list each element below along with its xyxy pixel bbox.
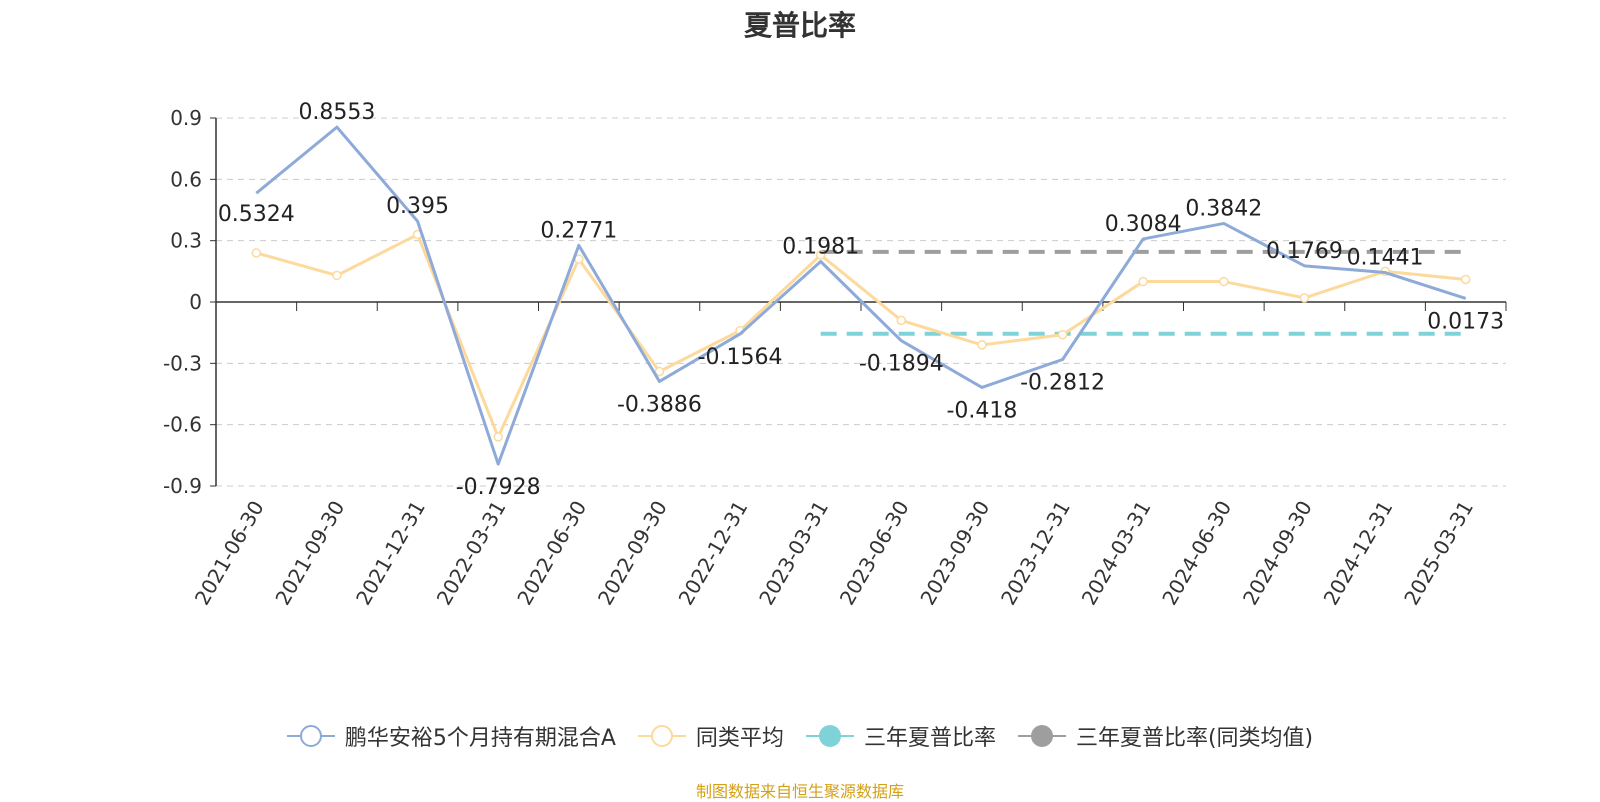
fund-data-label: -0.2812 (1020, 370, 1105, 395)
x-tick-label: 2023-09-30 (915, 497, 994, 610)
y-tick-label: -0.6 (163, 413, 202, 437)
legend-item-peer-average[interactable]: 同类平均 (637, 720, 784, 752)
fund-data-label: 0.1769 (1266, 239, 1343, 264)
peer-average-point (493, 432, 503, 442)
peer-average-point (815, 250, 826, 260)
fund-data-label: 0.1981 (782, 234, 859, 259)
series-layer (251, 125, 1471, 466)
fund-data-label: 0.3842 (1185, 196, 1262, 221)
peer-average-point (332, 270, 342, 281)
fund-data-label: 0.2771 (540, 218, 617, 243)
grid-layer (216, 117, 1506, 487)
x-tick-label: 2023-06-30 (835, 497, 914, 610)
fund-data-label: -0.418 (946, 398, 1017, 423)
legend-fund-label: 鹏华安裕5个月持有期混合A (344, 726, 616, 751)
legend-peer-average-label: 同类平均 (695, 726, 784, 751)
x-tick-label: 2025-03-31 (1399, 497, 1478, 610)
legend-fund-icon (286, 725, 335, 747)
legend-three-year-sharpe-peer-label: 三年夏普比率(同类均值) (1075, 726, 1314, 751)
chart-title: 夏普比率 (743, 9, 856, 42)
peer-average-point (977, 340, 987, 350)
x-tick-label: 2021-06-30 (190, 497, 269, 610)
fund-data-label: 0.8553 (298, 100, 375, 125)
peer-average-point (1057, 329, 1068, 340)
x-tick-label: 2023-03-31 (754, 497, 833, 610)
fund-data-label: 0.5324 (218, 202, 295, 227)
fund-data-label: -0.7928 (456, 475, 541, 500)
fund-data-label: 0.3084 (1105, 212, 1182, 237)
fund-data-label: -0.1894 (859, 352, 944, 377)
legend-item-fund[interactable]: 鹏华安裕5个月持有期混合A (286, 720, 616, 752)
legend-peer-average-icon (637, 725, 686, 747)
legend: 鹏华安裕5个月持有期混合A 同类平均 三年夏普比率 三年夏普比率(同类均值) (0, 720, 1600, 752)
legend-item-three-year-sharpe[interactable]: 三年夏普比率 (805, 720, 996, 752)
legend-three-year-sharpe-label: 三年夏普比率 (863, 726, 996, 751)
peer-average-point (896, 315, 907, 326)
x-tick-label: 2024-12-31 (1318, 497, 1397, 610)
x-tick-label: 2024-09-30 (1238, 497, 1317, 610)
fund-data-label: -0.3886 (617, 392, 702, 417)
y-tick-label: 0.3 (170, 229, 202, 253)
peer-average-point (1460, 274, 1471, 285)
y-tick-label: 0 (189, 290, 202, 314)
fund-data-label: 0.395 (386, 194, 449, 219)
x-tick-label: 2022-03-31 (432, 497, 511, 610)
x-tick-label: 2022-12-31 (673, 497, 752, 610)
peer-average-point (1219, 276, 1229, 287)
fund-data-label: 0.1441 (1347, 246, 1424, 271)
x-tick-label: 2024-06-30 (1157, 497, 1236, 610)
x-tick-label: 2023-12-31 (996, 497, 1075, 610)
y-tick-label: 0.6 (170, 167, 202, 191)
source-note: 制图数据来自恒生聚源数据库 (695, 782, 904, 801)
y-tick-label: -0.9 (163, 474, 202, 498)
x-tick-label: 2024-03-31 (1077, 497, 1156, 610)
peer-average-point (1138, 276, 1148, 287)
peer-average-point (1299, 293, 1310, 303)
legend-three-year-sharpe-icon (805, 725, 854, 747)
x-tick-label: 2021-12-31 (351, 497, 430, 610)
peer-average-point (251, 248, 262, 258)
fund-data-label: -0.1564 (698, 345, 783, 370)
fund-data-label: 0.0173 (1427, 309, 1504, 334)
peer-average-line (255, 233, 1466, 439)
fund-line (255, 125, 1467, 466)
x-tick-label: 2021-09-30 (270, 497, 349, 610)
x-tick-label: 2022-06-30 (512, 497, 591, 610)
legend-item-three-year-sharpe-peer[interactable]: 三年夏普比率(同类均值) (1017, 720, 1314, 752)
x-tick-label: 2022-09-30 (593, 497, 672, 610)
peer-average-point (654, 366, 665, 377)
y-tick-label: 0.9 (170, 106, 202, 130)
legend-three-year-sharpe-peer-icon (1017, 725, 1066, 747)
data-label-layer: 0.5324 0.8553 0.395 -0.7928 0.2771 -0.3886 -0.… (218, 100, 1504, 500)
y-tick-label: -0.3 (163, 351, 202, 375)
